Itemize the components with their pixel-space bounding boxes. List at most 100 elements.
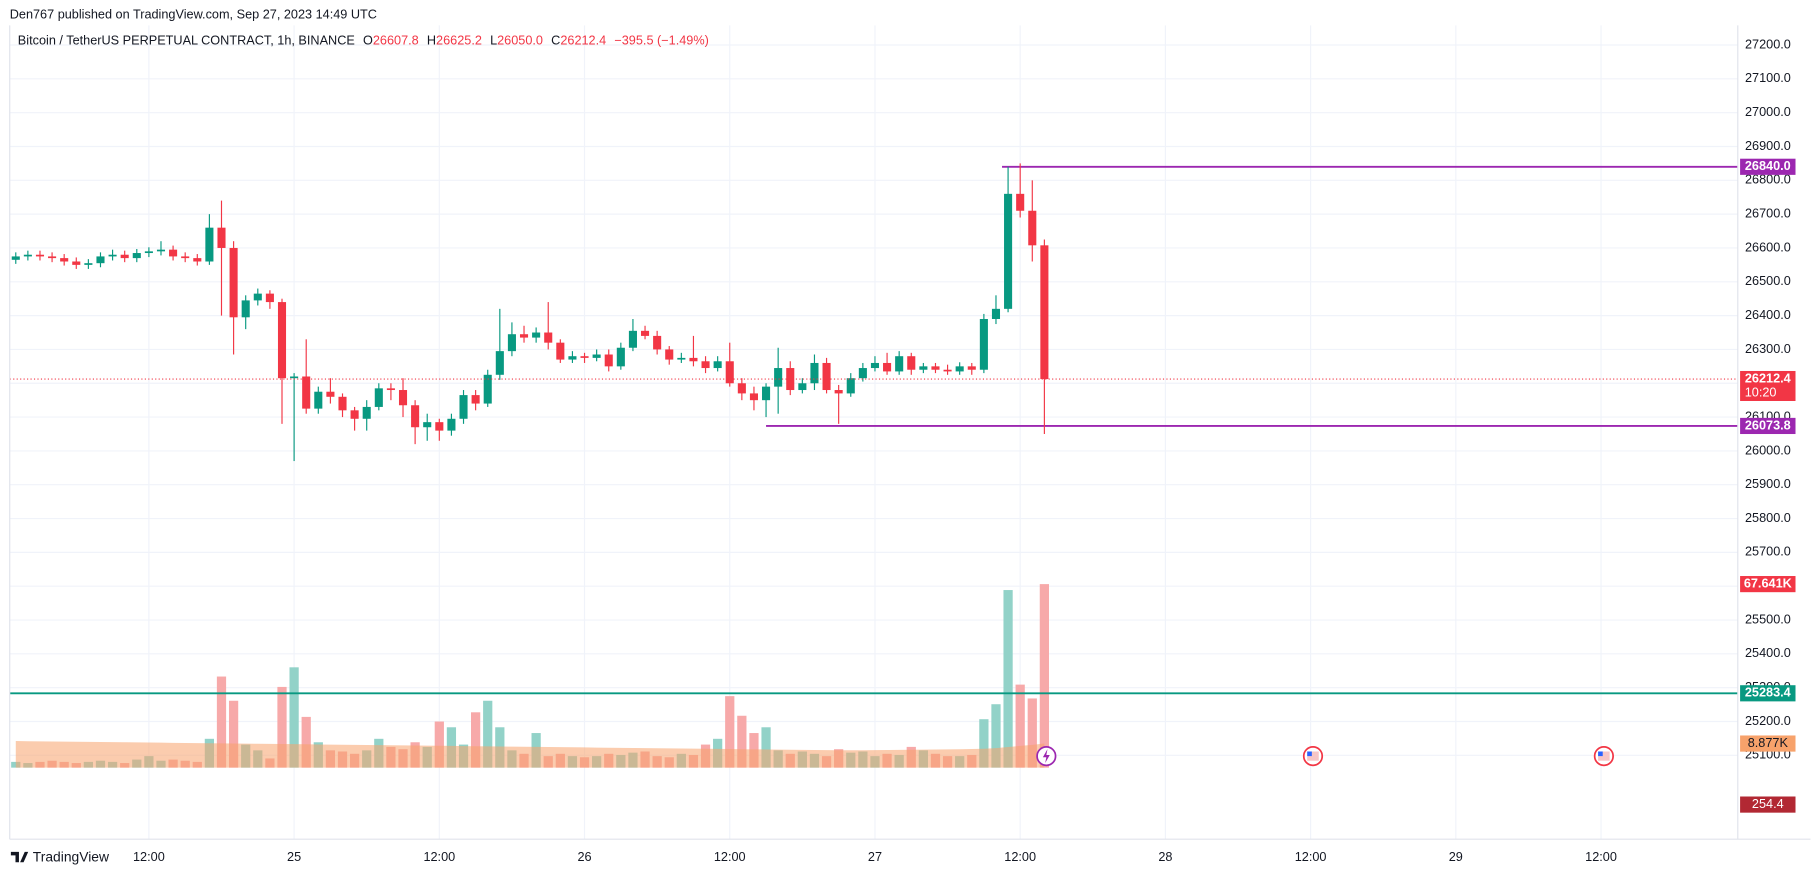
x-tick-label: 12:00	[423, 850, 455, 864]
candle-body	[60, 258, 69, 262]
x-tick-label: 25	[287, 850, 301, 864]
candle-body	[519, 334, 529, 338]
y-tick-label: 26400.0	[1745, 308, 1791, 322]
candle-body	[48, 256, 57, 259]
event-icon[interactable]	[1036, 746, 1057, 767]
candle-body	[253, 293, 262, 301]
candle-body	[96, 256, 105, 264]
candle-body	[302, 376, 311, 409]
x-tick-label: 12:00	[133, 850, 165, 864]
candle-body	[290, 376, 299, 379]
volume-bar	[289, 667, 299, 768]
y-tick-label: 25900.0	[1745, 477, 1791, 491]
candle-body	[265, 293, 274, 303]
x-tick-label: 12:00	[1295, 850, 1327, 864]
candle-body	[762, 386, 771, 401]
candle-body	[217, 227, 226, 248]
volume-bar	[483, 700, 493, 768]
candle-body	[423, 422, 432, 428]
candle-body	[822, 362, 831, 391]
y-tick-label: 25200.0	[1745, 714, 1791, 728]
candle-body	[447, 418, 456, 431]
candle-body	[398, 390, 408, 406]
candle-body	[435, 422, 444, 431]
y-tick-label: 25500.0	[1745, 612, 1791, 626]
volume-bar	[979, 719, 989, 768]
candle-body	[532, 332, 541, 338]
volume-bar	[1027, 698, 1037, 768]
candle-body	[1004, 193, 1013, 309]
change: −395.5 (−1.49%)	[614, 34, 709, 48]
volume-ma-area	[15, 741, 1045, 768]
candle-body	[834, 390, 843, 394]
volume-bar	[277, 686, 287, 768]
y-tick-label: 26900.0	[1745, 139, 1791, 153]
level-label: 25283.4	[1745, 686, 1791, 700]
candle-body	[181, 256, 190, 259]
candle-body	[883, 362, 892, 372]
volume-bar	[761, 727, 771, 768]
candle-body	[774, 368, 783, 387]
candle-body	[84, 263, 93, 265]
x-tick-label: 12:00	[1585, 850, 1617, 864]
candle-body	[1016, 193, 1025, 211]
candle-body	[665, 349, 674, 360]
candle-body	[580, 356, 589, 358]
candle-body	[338, 396, 347, 411]
symbol-title: Bitcoin / TetherUS PERPETUAL CONTRACT, 1…	[18, 34, 355, 48]
y-tick-label: 27100.0	[1745, 71, 1791, 85]
volume-bar	[1015, 684, 1025, 768]
candle-body	[495, 351, 504, 375]
x-tick-label: 12:00	[1004, 850, 1036, 864]
y-tick-label: 26500.0	[1745, 274, 1791, 288]
candle-body	[713, 361, 722, 369]
last-price-label: 26212.4	[1745, 371, 1791, 385]
candle-body	[991, 308, 1001, 319]
candle-body	[169, 249, 178, 257]
candle-body	[326, 391, 335, 397]
y-tick-label: 25800.0	[1745, 511, 1791, 525]
candle-body	[411, 405, 420, 428]
candle-body	[895, 356, 904, 372]
candle-body	[870, 362, 880, 369]
ohlc-value: 26607.8	[373, 34, 419, 48]
x-tick-label: 28	[1158, 850, 1172, 864]
volume-bar	[301, 716, 311, 768]
candle-body	[749, 393, 758, 401]
extra-badge	[1740, 796, 1796, 813]
volume-bar	[216, 676, 227, 768]
x-tick-label: 27	[868, 850, 882, 864]
candle-body	[193, 258, 202, 262]
volume-bar	[725, 696, 735, 768]
volume-ma-label: 8.877K	[1748, 736, 1789, 750]
ohlc-value: 26050.0	[497, 34, 543, 48]
volume-bar	[228, 700, 239, 768]
candle-body	[677, 357, 686, 360]
ohlc-value: 26625.2	[436, 34, 482, 48]
volume-bar	[1039, 584, 1050, 768]
volume-label: 67.641K	[1744, 576, 1793, 590]
candle-body	[846, 378, 855, 394]
y-tick-label: 26300.0	[1745, 342, 1791, 356]
y-tick-label: 25400.0	[1745, 646, 1791, 660]
candle-body	[241, 300, 250, 318]
candle-body	[907, 356, 916, 370]
candle-body	[314, 391, 323, 409]
event-icon[interactable]	[1593, 746, 1614, 767]
candle-body	[471, 395, 480, 404]
candle-body	[919, 366, 928, 370]
candle-body	[967, 366, 976, 370]
candle-body	[362, 406, 371, 419]
candle-body	[810, 362, 819, 384]
candle-body	[955, 366, 964, 372]
y-tick-label: 26000.0	[1745, 443, 1791, 457]
ohlc-key: L	[490, 34, 497, 48]
candle-body	[374, 388, 383, 407]
level-label: 26073.8	[1745, 418, 1791, 432]
candle-body	[11, 256, 20, 260]
candle-body	[931, 366, 940, 370]
event-icon[interactable]	[1302, 746, 1324, 767]
candle-body	[641, 330, 650, 336]
last-price-badge	[1740, 370, 1796, 401]
